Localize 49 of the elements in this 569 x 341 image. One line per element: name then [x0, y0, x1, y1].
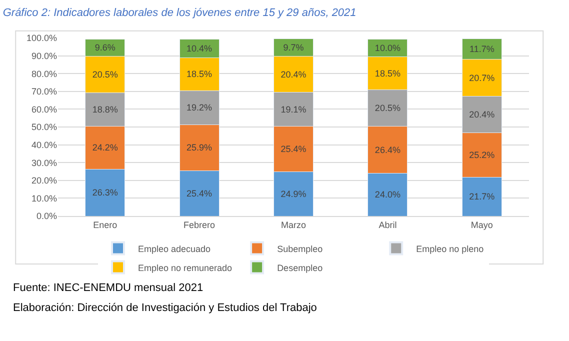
x-tick-label: Abril — [378, 220, 397, 230]
text: 24.0% — [374, 190, 400, 200]
y-tick-label: 50.0% — [31, 122, 57, 132]
text: 25.4% — [186, 188, 212, 198]
text: 9.7% — [283, 42, 304, 53]
text: 20.5% — [92, 69, 118, 80]
text: 21.7% — [469, 192, 495, 202]
text: 18.8% — [92, 104, 118, 114]
text: 24.9% — [280, 188, 306, 199]
legend-label: Empleo adecuado — [138, 244, 211, 254]
y-tick-label: 20.0% — [31, 176, 57, 186]
legend-label: Empleo no pleno — [416, 244, 484, 254]
text: Elaboración: Dirección de Investigación y Estudios del Trabajo — [13, 302, 317, 314]
y-tick-label: 10.0% — [31, 193, 57, 204]
text: 19.2% — [186, 102, 212, 113]
y-tick-label: 90.0% — [31, 50, 57, 61]
text: 9.6% — [94, 42, 116, 53]
x-tick-label: Enero — [93, 220, 118, 230]
text: 26.4% — [374, 144, 400, 155]
legend-label: Subempleo — [277, 244, 323, 254]
text: 19.1% — [280, 104, 306, 114]
chart-title: Gráfico 2: Indicadores laborales de los jóvenes entre 15 y 29 años, 2021 — [2, 7, 356, 20]
text: 18.5% — [186, 69, 212, 80]
text: 11.7% — [469, 44, 494, 54]
y-tick-label: 60.0% — [31, 104, 57, 114]
x-tick-label: Marzo — [280, 220, 306, 230]
legend-label: Empleo no remunerado — [138, 262, 232, 273]
text: 20.5% — [374, 103, 400, 114]
y-tick-label: 70.0% — [31, 86, 57, 97]
source-note: Fuente: INEC-ENEMDU mensual 2021 — [13, 282, 204, 294]
y-tick-label: 80.0% — [31, 68, 57, 79]
y-tick-label: 0.0% — [36, 211, 57, 222]
text: 25.2% — [469, 150, 495, 160]
x-tick-label: Febrero — [184, 220, 216, 230]
text: 10.4% — [186, 43, 212, 54]
text: 10.0% — [374, 42, 400, 53]
text: 24.2% — [92, 142, 118, 153]
legend-label: Desempleo — [277, 262, 323, 273]
text: 20.7% — [469, 72, 495, 83]
x-tick-label: Mayo — [470, 220, 493, 230]
text: 26.3% — [92, 188, 118, 198]
text: 25.4% — [280, 144, 306, 154]
y-tick-label: 100.0% — [26, 33, 57, 44]
text: 20.4% — [280, 69, 306, 80]
y-tick-label: 40.0% — [31, 140, 57, 150]
text: 25.9% — [186, 142, 212, 153]
text: 20.4% — [469, 109, 495, 120]
y-tick-label: 30.0% — [31, 158, 57, 168]
text: 18.5% — [374, 68, 400, 78]
